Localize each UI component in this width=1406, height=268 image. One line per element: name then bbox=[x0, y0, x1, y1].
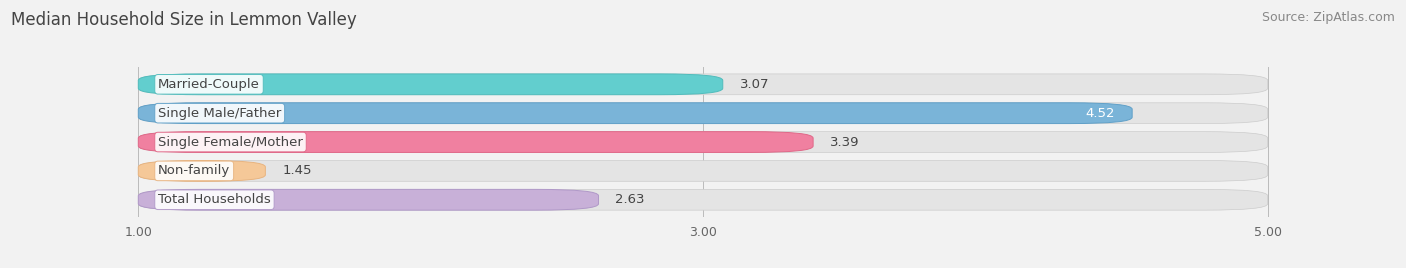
Text: Total Households: Total Households bbox=[157, 193, 271, 206]
Text: Source: ZipAtlas.com: Source: ZipAtlas.com bbox=[1261, 11, 1395, 24]
FancyBboxPatch shape bbox=[138, 74, 1268, 95]
Text: Single Female/Mother: Single Female/Mother bbox=[157, 136, 302, 148]
FancyBboxPatch shape bbox=[138, 132, 813, 152]
FancyBboxPatch shape bbox=[138, 74, 723, 95]
Text: 3.07: 3.07 bbox=[740, 78, 769, 91]
FancyBboxPatch shape bbox=[138, 103, 1268, 124]
FancyBboxPatch shape bbox=[138, 189, 1268, 210]
Text: Non-family: Non-family bbox=[157, 164, 231, 177]
Text: Married-Couple: Married-Couple bbox=[157, 78, 260, 91]
Text: Single Male/Father: Single Male/Father bbox=[157, 107, 281, 120]
Text: 3.39: 3.39 bbox=[830, 136, 859, 148]
Text: Median Household Size in Lemmon Valley: Median Household Size in Lemmon Valley bbox=[11, 11, 357, 29]
Text: 1.45: 1.45 bbox=[283, 164, 312, 177]
FancyBboxPatch shape bbox=[138, 161, 1268, 181]
FancyBboxPatch shape bbox=[138, 132, 1268, 152]
FancyBboxPatch shape bbox=[138, 161, 266, 181]
Text: 2.63: 2.63 bbox=[616, 193, 645, 206]
FancyBboxPatch shape bbox=[138, 103, 1132, 124]
FancyBboxPatch shape bbox=[138, 189, 599, 210]
Text: 4.52: 4.52 bbox=[1085, 107, 1115, 120]
